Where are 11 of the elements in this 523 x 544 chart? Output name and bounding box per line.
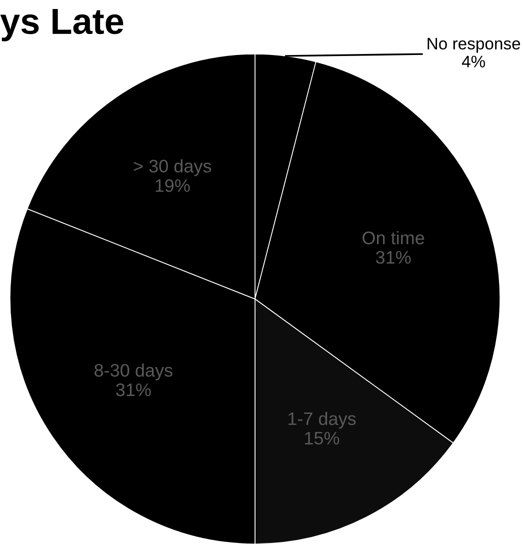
chart-title: ys Late xyxy=(0,8,124,42)
slice-label: > 30 days xyxy=(134,159,212,176)
data-label: 4% xyxy=(462,56,486,68)
data-label: 31% xyxy=(376,250,411,264)
data-label: 15% xyxy=(305,432,340,445)
slice-label: On time xyxy=(362,231,424,244)
slice-label: 8-30 days xyxy=(94,363,172,380)
slice-label: 1-7 days xyxy=(288,412,356,429)
data-label: 19% xyxy=(156,179,190,192)
slice-label: No response xyxy=(428,38,520,53)
data-label: 31% xyxy=(116,383,151,396)
